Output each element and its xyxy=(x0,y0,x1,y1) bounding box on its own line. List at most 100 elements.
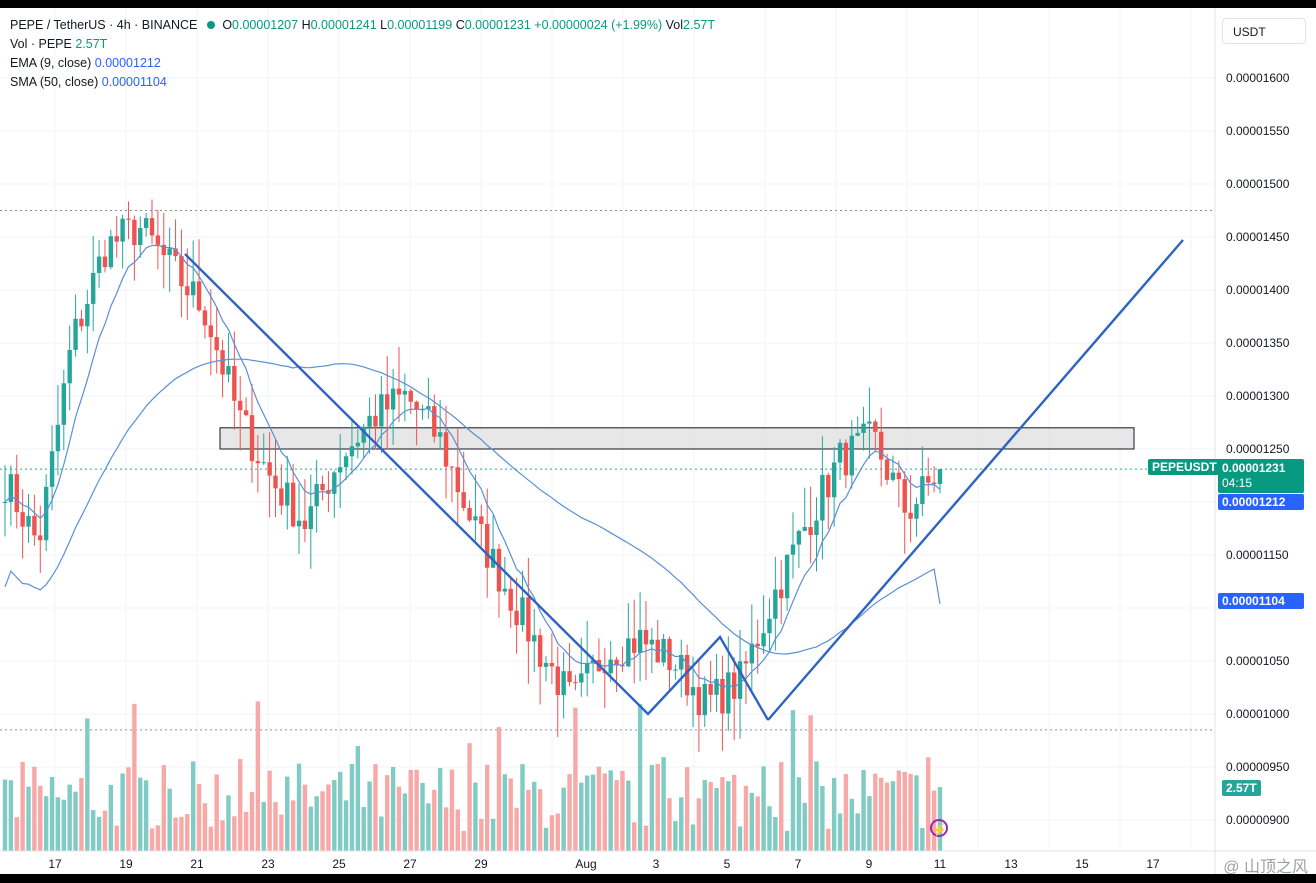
candle-body xyxy=(73,318,78,350)
candle-body xyxy=(285,482,290,506)
volume-bar xyxy=(514,807,519,851)
volume-bar xyxy=(908,773,913,851)
volume-bar xyxy=(432,789,437,851)
candle-body xyxy=(337,467,343,473)
candle-body xyxy=(332,472,337,494)
candle-body xyxy=(937,469,943,484)
x-tick-label: Aug xyxy=(575,857,596,871)
y-tick-label: 0.00001450 xyxy=(1226,230,1290,244)
candle-body xyxy=(43,486,49,541)
currency-selector[interactable]: USDT xyxy=(1222,18,1306,44)
volume-bar xyxy=(878,777,884,851)
volume-bar xyxy=(667,798,672,851)
candle-body xyxy=(543,662,549,667)
candle-body xyxy=(2,501,8,503)
y-tick-label: 0.00001550 xyxy=(1226,124,1290,138)
candle-body xyxy=(526,597,531,642)
candle-body xyxy=(737,661,743,699)
candle-body xyxy=(138,227,143,246)
candle-body xyxy=(884,459,890,480)
candle-body xyxy=(555,666,560,696)
volume-bar xyxy=(173,817,178,851)
candle-body xyxy=(373,415,378,427)
volume-bar xyxy=(467,743,472,851)
candle-body xyxy=(67,349,72,384)
volume-bar xyxy=(208,826,214,851)
candle-body xyxy=(20,512,25,527)
volume-bar xyxy=(308,806,313,851)
volume-bar xyxy=(102,810,108,851)
close-value: 0.00001231 xyxy=(464,18,531,32)
candle-body xyxy=(649,639,655,645)
volume-legend-value: 2.57T xyxy=(75,37,108,51)
candle-body xyxy=(232,365,237,401)
candle-body xyxy=(490,548,496,568)
candle-body xyxy=(802,527,807,531)
candle-body xyxy=(755,643,760,647)
candle-body xyxy=(238,400,243,411)
volume-bar xyxy=(96,816,102,851)
volume-bar xyxy=(579,782,584,851)
candle-body xyxy=(931,482,937,484)
candle-body xyxy=(32,515,37,536)
x-tick-label: 7 xyxy=(795,857,802,871)
volume-bar xyxy=(690,824,696,851)
change-value: +0.00000024 (+1.99%) xyxy=(534,18,663,32)
ema-legend[interactable]: EMA (9, close) 0.00001212 xyxy=(10,54,161,73)
volume-bar xyxy=(408,769,413,851)
price-chart[interactable]: 0.00001600 0.00001550 0.00001500 0.00001450… xyxy=(0,8,1316,874)
sma-legend[interactable]: SMA (50, close) 0.00001104 xyxy=(10,73,167,92)
volume-bar xyxy=(385,775,390,851)
volume-bar xyxy=(261,802,266,851)
candle-body xyxy=(537,635,543,667)
x-tick-label: 25 xyxy=(332,857,346,871)
volume-bar xyxy=(708,781,713,851)
candle-body xyxy=(514,610,519,626)
candle-body xyxy=(185,286,190,296)
volume-bar xyxy=(185,813,190,851)
volume-bar xyxy=(220,820,225,851)
candle-body xyxy=(314,484,319,507)
candle-body xyxy=(855,432,860,436)
candle-body xyxy=(308,506,313,530)
candle-body xyxy=(767,618,772,634)
volume-bar xyxy=(279,814,284,851)
volume-bar xyxy=(731,774,737,851)
resistance-zone xyxy=(219,427,1135,450)
volume-bar xyxy=(379,816,384,851)
candle-body xyxy=(579,673,584,683)
lightning-icon[interactable]: ⚡ xyxy=(930,819,948,837)
candle-body xyxy=(826,475,831,498)
candle-body xyxy=(726,672,731,714)
candle-body xyxy=(702,684,707,716)
volume-bar xyxy=(14,817,19,851)
candle-body xyxy=(379,394,384,427)
high-label: H xyxy=(301,18,311,32)
sma-price-tag: 0.00001104 xyxy=(1218,593,1304,609)
y-tick-label: 0.00001350 xyxy=(1226,336,1290,350)
volume-bar xyxy=(779,762,784,851)
x-tick-label: 29 xyxy=(474,857,488,871)
volume-bar xyxy=(720,777,725,851)
candle-body xyxy=(626,638,631,667)
candle-body xyxy=(267,462,272,476)
volume-bar xyxy=(620,770,625,851)
candle-body xyxy=(437,432,443,437)
candle-body xyxy=(914,504,919,519)
candle-body xyxy=(814,520,819,536)
volume-bar xyxy=(561,787,566,851)
volume-bar xyxy=(773,816,778,851)
volume-legend[interactable]: Vol · PEPE 2.57T xyxy=(10,35,107,54)
volume-bar xyxy=(602,773,608,851)
candle-body xyxy=(708,684,713,695)
volume-bar xyxy=(896,770,902,851)
candle-body xyxy=(349,446,355,457)
vol-value: 2.57T xyxy=(683,18,715,32)
symbol-title[interactable]: PEPE / TetherUS · 4h · BINANCE xyxy=(10,18,198,32)
volume-bar xyxy=(402,793,408,851)
volume-bar xyxy=(326,784,331,851)
volume-bar xyxy=(861,770,866,851)
candle-body xyxy=(690,687,696,696)
candle-body xyxy=(114,236,119,242)
volume-bar xyxy=(661,757,666,851)
